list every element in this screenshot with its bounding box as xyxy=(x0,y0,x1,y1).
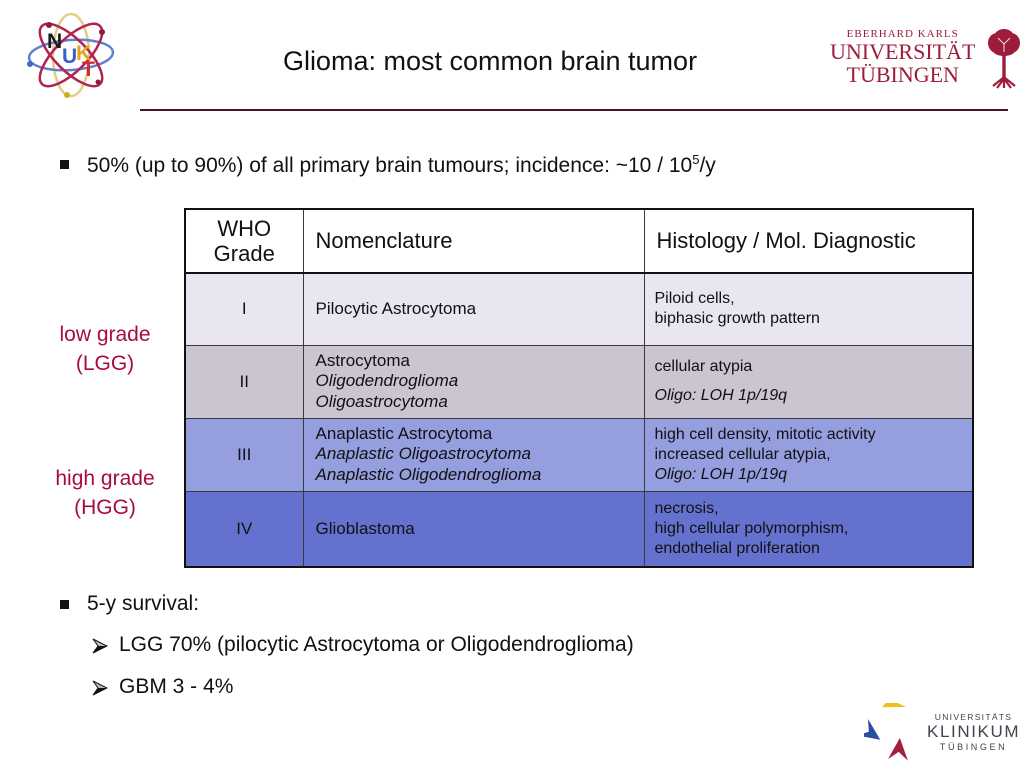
klinikum-wordmark-line3: TÜBINGEN xyxy=(939,742,1008,752)
university-wordmark-line2: UNIVERSITÄT xyxy=(830,39,976,64)
square-bullet-icon xyxy=(60,600,69,609)
table-header-row: WHO Grade Nomenclature Histology / Mol. … xyxy=(184,208,974,274)
survival-item-gbm: GBM 3 - 4% xyxy=(92,675,233,699)
header-divider-line xyxy=(140,109,1008,111)
nukt-atom-logo: N U K T xyxy=(18,6,122,107)
nomenclature-cell: Pilocytic Astrocytoma xyxy=(302,272,645,346)
histology-cell: high cell density, mitotic activity incr… xyxy=(643,417,974,492)
incidence-bullet: 50% (up to 90%) of all primary brain tum… xyxy=(60,152,716,178)
who-grade-table: WHO Grade Nomenclature Histology / Mol. … xyxy=(184,208,974,569)
university-wordmark: EBERHARD KARLS UNIVERSITÄT TÜBINGEN xyxy=(830,28,975,86)
histology-cell: cellular atypia Oligo: LOH 1p/19q xyxy=(643,344,974,419)
svg-text:K: K xyxy=(76,42,91,65)
header-nomenclature: Nomenclature xyxy=(302,208,645,274)
header-histology: Histology / Mol. Diagnostic xyxy=(643,208,974,274)
table-row-grade-3: III Anaplastic Astrocytoma Anaplastic Ol… xyxy=(184,417,974,492)
table-row-grade-4: IV Glioblastoma necrosis, high cellular … xyxy=(184,490,974,568)
grade-cell: II xyxy=(184,344,304,419)
klinikum-wordmark-line1: UNIVERSITÄTS xyxy=(934,712,1013,722)
table-row-grade-1: I Pilocytic Astrocytoma Piloid cells, bi… xyxy=(184,272,974,346)
header-who-grade: WHO Grade xyxy=(184,208,304,274)
high-grade-label: high grade (HGG) xyxy=(55,467,155,520)
university-tuebingen-logo: EBERHARD KARLS UNIVERSITÄT TÜBINGEN xyxy=(830,28,1023,90)
arrowhead-bullet-icon xyxy=(92,680,108,696)
arrowhead-bullet-icon xyxy=(92,638,108,654)
slide-title: Glioma: most common brain tumor xyxy=(282,46,698,76)
histology-cell: Piloid cells, biphasic growth pattern xyxy=(643,272,974,346)
svg-text:T: T xyxy=(82,58,95,81)
svg-text:U: U xyxy=(62,45,77,68)
grade-cell: III xyxy=(184,417,304,492)
nomenclature-cell: Glioblastoma xyxy=(302,490,645,568)
histology-cell: necrosis, high cellular polymorphism, en… xyxy=(643,490,974,568)
nomenclature-cell: Anaplastic Astrocytoma Anaplastic Oligoa… xyxy=(302,417,645,492)
low-grade-label: low grade (LGG) xyxy=(59,323,151,376)
nomenclature-cell: Astrocytoma Oligodendroglioma Oligoastro… xyxy=(302,344,645,419)
university-wordmark-line1: EBERHARD KARLS xyxy=(846,28,959,40)
klinikum-wordmark-line2: KLINIKUM xyxy=(927,722,1021,741)
svg-text:N: N xyxy=(47,30,62,53)
tree-icon xyxy=(988,29,1021,89)
survival-heading: 5-y survival: xyxy=(60,592,199,616)
pinwheel-arrows-icon xyxy=(864,703,910,761)
klinikum-tuebingen-logo: UNIVERSITÄTS KLINIKUM TÜBINGEN xyxy=(864,703,1020,761)
klinikum-wordmark: UNIVERSITÄTS KLINIKUM TÜBINGEN xyxy=(927,712,1020,752)
university-wordmark-line3: TÜBINGEN xyxy=(846,62,959,88)
atom-icon: N U K T xyxy=(27,12,115,98)
table-row-grade-2: II Astrocytoma Oligodendroglioma Oligoas… xyxy=(184,344,974,419)
grade-cell: I xyxy=(184,272,304,346)
grade-cell: IV xyxy=(184,490,304,568)
incidence-text: 50% (up to 90%) of all primary brain tum… xyxy=(87,152,716,177)
square-bullet-icon xyxy=(60,160,69,169)
survival-item-lgg: LGG 70% (pilocytic Astrocytoma or Oligod… xyxy=(92,633,634,657)
